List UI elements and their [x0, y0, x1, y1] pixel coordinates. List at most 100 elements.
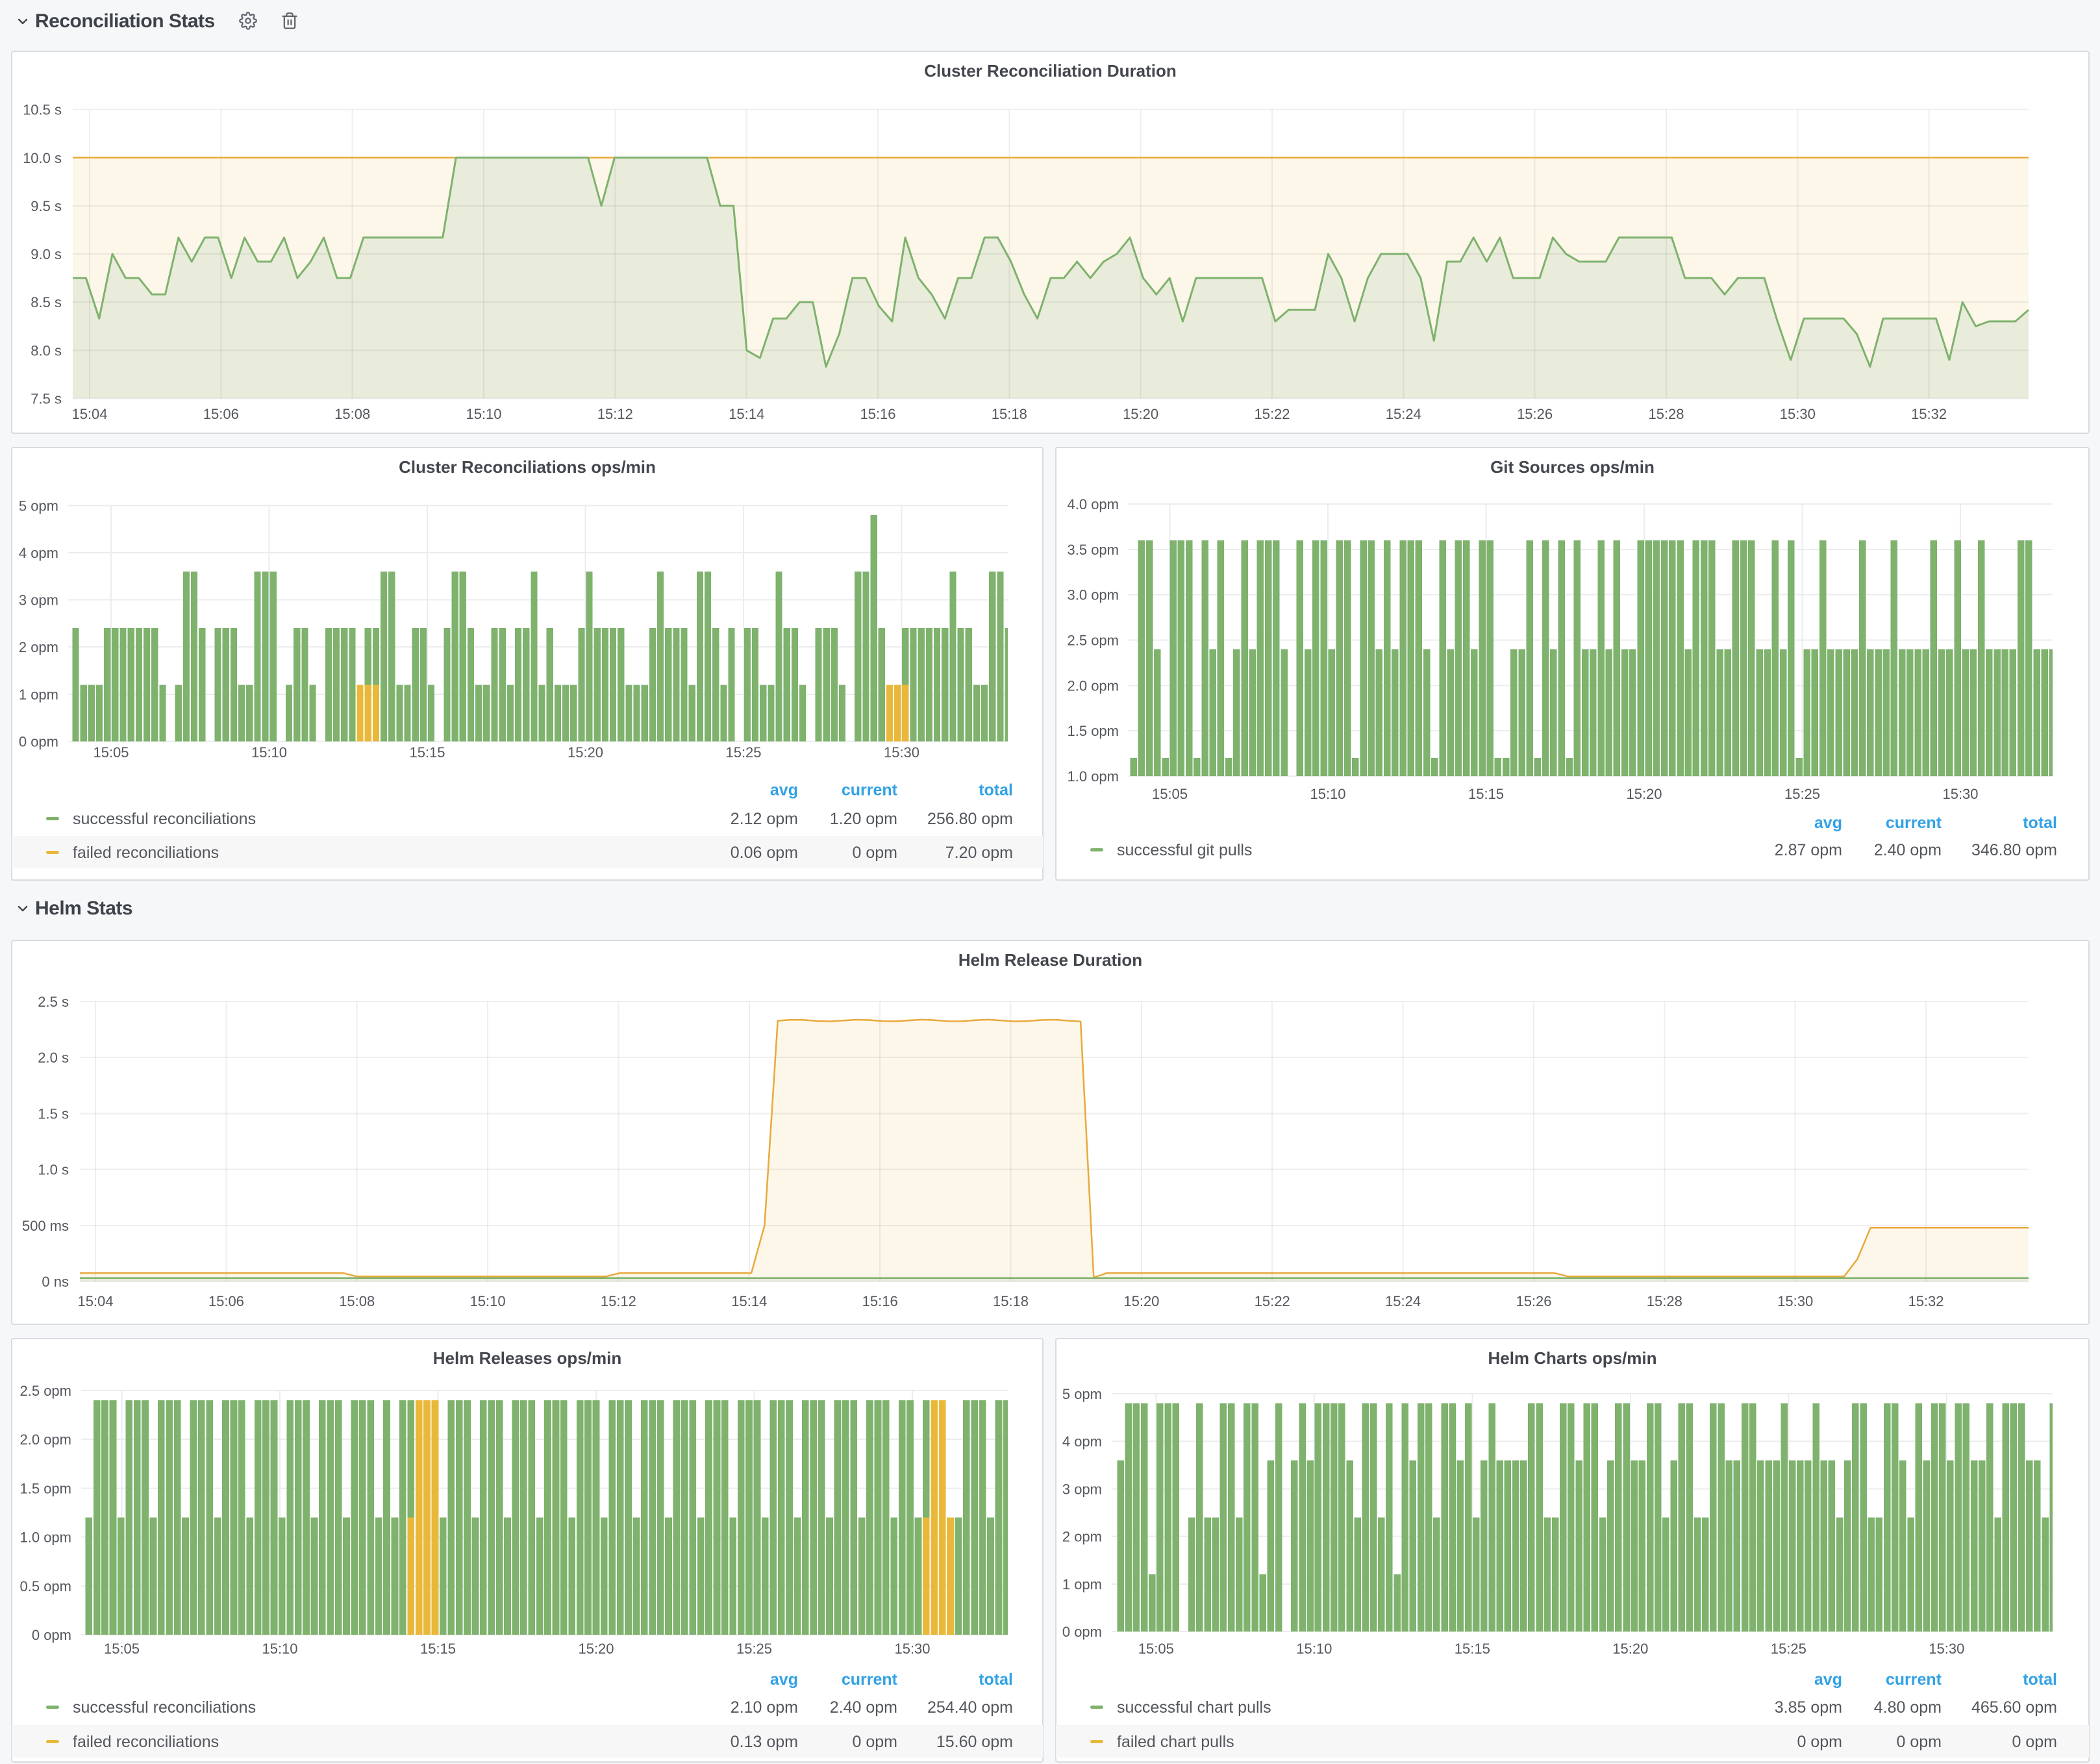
svg-text:15:10: 15:10	[1296, 1641, 1332, 1657]
svg-text:failed chart pulls: failed chart pulls	[1117, 1733, 1234, 1751]
svg-text:0 opm: 0 opm	[19, 733, 58, 750]
svg-text:3 opm: 3 opm	[1062, 1481, 1102, 1497]
svg-text:current: current	[1886, 1670, 1942, 1689]
svg-text:0 opm: 0 opm	[2012, 1733, 2057, 1751]
svg-text:1 opm: 1 opm	[1062, 1576, 1102, 1593]
svg-text:15:30: 15:30	[1929, 1641, 1964, 1657]
svg-text:2.40 opm: 2.40 opm	[830, 1698, 897, 1717]
svg-text:15:08: 15:08	[334, 406, 370, 422]
svg-text:15:20: 15:20	[1612, 1641, 1648, 1657]
svg-text:0 opm: 0 opm	[853, 844, 897, 862]
svg-text:2 opm: 2 opm	[1062, 1529, 1102, 1545]
svg-text:avg: avg	[770, 1670, 798, 1689]
svg-text:avg: avg	[770, 781, 798, 800]
svg-text:7.5 s: 7.5 s	[31, 391, 62, 407]
svg-text:15:08: 15:08	[339, 1293, 375, 1309]
svg-text:15:24: 15:24	[1386, 406, 1421, 422]
svg-text:15:25: 15:25	[736, 1641, 772, 1657]
svg-text:4 opm: 4 opm	[19, 545, 58, 561]
svg-text:avg: avg	[1814, 1670, 1842, 1689]
svg-text:15:12: 15:12	[601, 1293, 636, 1309]
svg-text:1 opm: 1 opm	[19, 687, 58, 703]
svg-text:15:32: 15:32	[1911, 406, 1947, 422]
svg-text:total: total	[979, 781, 1013, 800]
svg-text:2.10 opm: 2.10 opm	[731, 1698, 798, 1717]
svg-text:5 opm: 5 opm	[1062, 1386, 1102, 1402]
svg-text:10.0 s: 10.0 s	[23, 150, 62, 166]
svg-text:2.5 s: 2.5 s	[38, 994, 69, 1010]
svg-text:500 ms: 500 ms	[22, 1218, 69, 1234]
svg-text:current: current	[842, 1670, 898, 1689]
svg-text:15:05: 15:05	[1152, 786, 1188, 802]
svg-text:15:26: 15:26	[1517, 406, 1553, 422]
svg-text:1.5 opm: 1.5 opm	[1068, 723, 1119, 739]
svg-text:15:30: 15:30	[894, 1641, 930, 1657]
svg-text:successful chart pulls: successful chart pulls	[1117, 1698, 1271, 1717]
svg-text:15:04: 15:04	[77, 1293, 113, 1309]
svg-text:15:32: 15:32	[1908, 1293, 1944, 1309]
svg-text:0 opm: 0 opm	[853, 1733, 897, 1751]
svg-text:15:15: 15:15	[1455, 1641, 1490, 1657]
svg-text:0.06 opm: 0.06 opm	[731, 844, 798, 862]
svg-text:15:20: 15:20	[578, 1641, 614, 1657]
svg-text:0.13 opm: 0.13 opm	[731, 1733, 798, 1751]
svg-text:15:05: 15:05	[93, 744, 129, 761]
svg-text:15:20: 15:20	[1123, 1293, 1159, 1309]
svg-text:3.0 opm: 3.0 opm	[1068, 587, 1119, 603]
svg-text:1.5 opm: 1.5 opm	[20, 1480, 72, 1496]
svg-text:15:30: 15:30	[884, 744, 919, 761]
svg-text:15:22: 15:22	[1254, 406, 1290, 422]
svg-text:15:12: 15:12	[597, 406, 633, 422]
svg-text:15:22: 15:22	[1255, 1293, 1290, 1309]
svg-text:15:26: 15:26	[1516, 1293, 1551, 1309]
svg-text:successful reconciliations: successful reconciliations	[73, 1698, 256, 1717]
svg-text:15:18: 15:18	[993, 1293, 1029, 1309]
svg-text:15:14: 15:14	[731, 1293, 767, 1309]
svg-text:15:04: 15:04	[71, 406, 107, 422]
svg-text:0 opm: 0 opm	[32, 1627, 71, 1643]
svg-text:15.60 opm: 15.60 opm	[936, 1733, 1013, 1751]
svg-text:8.0 s: 8.0 s	[31, 342, 62, 359]
svg-text:9.5 s: 9.5 s	[31, 198, 62, 214]
svg-text:254.40 opm: 254.40 opm	[927, 1698, 1013, 1717]
svg-text:15:05: 15:05	[1138, 1641, 1174, 1657]
svg-text:15:24: 15:24	[1385, 1293, 1421, 1309]
svg-text:465.60 opm: 465.60 opm	[1971, 1698, 2057, 1717]
svg-text:0.5 opm: 0.5 opm	[20, 1578, 72, 1594]
svg-text:15:10: 15:10	[251, 744, 287, 761]
svg-text:failed reconciliations: failed reconciliations	[73, 1733, 219, 1751]
svg-text:15:15: 15:15	[409, 744, 445, 761]
svg-text:15:05: 15:05	[104, 1641, 140, 1657]
svg-text:15:10: 15:10	[262, 1641, 297, 1657]
svg-text:15:06: 15:06	[203, 406, 239, 422]
svg-text:total: total	[2023, 814, 2057, 832]
svg-text:15:06: 15:06	[208, 1293, 244, 1309]
svg-text:346.80 opm: 346.80 opm	[1971, 841, 2057, 859]
svg-text:15:28: 15:28	[1648, 406, 1684, 422]
svg-text:3.5 opm: 3.5 opm	[1068, 542, 1119, 558]
svg-text:15:16: 15:16	[860, 406, 895, 422]
svg-text:total: total	[979, 1670, 1013, 1689]
svg-text:1.0 s: 1.0 s	[38, 1162, 69, 1178]
svg-text:15:28: 15:28	[1647, 1293, 1682, 1309]
svg-text:0 opm: 0 opm	[1897, 1733, 1942, 1751]
svg-text:2.0 opm: 2.0 opm	[1068, 677, 1119, 694]
svg-text:5 opm: 5 opm	[19, 498, 58, 514]
svg-text:current: current	[1886, 814, 1942, 832]
svg-text:15:10: 15:10	[466, 406, 501, 422]
svg-text:15:18: 15:18	[992, 406, 1027, 422]
svg-text:current: current	[842, 781, 898, 800]
svg-text:1.0 opm: 1.0 opm	[20, 1530, 72, 1546]
svg-text:7.20 opm: 7.20 opm	[945, 844, 1013, 862]
svg-text:avg: avg	[1814, 814, 1842, 832]
svg-text:1.20 opm: 1.20 opm	[830, 810, 897, 828]
svg-text:15:14: 15:14	[729, 406, 764, 422]
svg-text:2.0 s: 2.0 s	[38, 1050, 69, 1066]
svg-text:successful reconciliations: successful reconciliations	[73, 810, 256, 828]
svg-text:15:16: 15:16	[862, 1293, 898, 1309]
svg-text:9.0 s: 9.0 s	[31, 246, 62, 262]
svg-text:4.80 opm: 4.80 opm	[1874, 1698, 1942, 1717]
svg-text:4.0 opm: 4.0 opm	[1068, 496, 1119, 512]
svg-text:15:30: 15:30	[1780, 406, 1816, 422]
svg-text:10.5 s: 10.5 s	[23, 102, 62, 118]
